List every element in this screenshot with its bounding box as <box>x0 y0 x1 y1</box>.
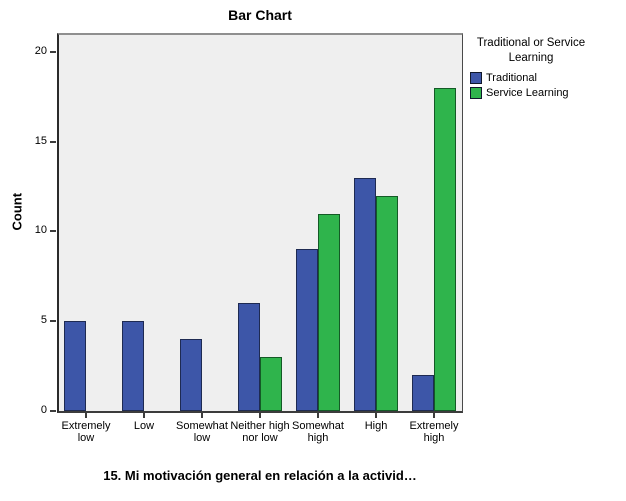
bar-service-learning <box>260 357 282 411</box>
y-tick-mark <box>50 320 56 323</box>
x-tick-mark <box>85 413 87 418</box>
x-tick-mark <box>375 413 377 418</box>
x-tick-label: Neither high nor low <box>230 420 290 444</box>
legend-swatch-icon <box>470 72 482 84</box>
bar-traditional <box>354 177 376 411</box>
x-tick-mark <box>201 413 203 418</box>
x-tick-mark <box>143 413 145 418</box>
legend-item-label: Traditional <box>486 72 537 84</box>
legend-swatch-icon <box>470 87 482 99</box>
legend-items: Traditional Service Learning <box>468 72 624 99</box>
bar-traditional <box>238 303 260 411</box>
bar-traditional <box>296 249 318 411</box>
x-tick-mark <box>259 413 261 418</box>
legend: Traditional or Service Learning Traditio… <box>468 36 624 99</box>
y-tick-label: 10 <box>34 224 47 237</box>
bar-traditional <box>122 321 144 411</box>
y-tick-label: 15 <box>34 134 47 147</box>
bar-service-learning <box>434 87 456 411</box>
bar-traditional <box>180 339 202 411</box>
y-tick-label: 5 <box>40 314 47 327</box>
x-tick-label: Extremely low <box>61 420 111 444</box>
x-tick-label: High <box>364 420 388 432</box>
x-tick-mark <box>317 413 319 418</box>
legend-title: Traditional or Service Learning <box>476 37 586 64</box>
legend-item: Traditional <box>470 72 624 84</box>
bar-traditional <box>412 375 434 411</box>
y-tick-label: 20 <box>34 44 47 57</box>
x-tick-label: Somewhat high <box>292 420 344 444</box>
x-tick-label: Low <box>133 420 155 432</box>
legend-item-label: Service Learning <box>486 87 569 99</box>
y-tick-mark <box>50 140 56 143</box>
bar-service-learning <box>318 213 340 411</box>
y-tick-mark <box>50 230 56 233</box>
x-tick-label: Extremely high <box>409 420 459 444</box>
bar-service-learning <box>376 195 398 411</box>
x-tick-label: Somewhat low <box>176 420 228 444</box>
y-tick-mark <box>50 50 56 53</box>
chart-title: Bar Chart <box>228 7 292 23</box>
x-axis-title: 15. Mi motivación general en relación a … <box>103 468 417 483</box>
bar-traditional <box>64 321 86 411</box>
y-tick-mark <box>50 410 56 412</box>
plot-area <box>57 33 463 413</box>
legend-item: Service Learning <box>470 87 624 99</box>
x-tick-mark <box>433 413 435 418</box>
y-tick-label: 0 <box>40 404 47 416</box>
